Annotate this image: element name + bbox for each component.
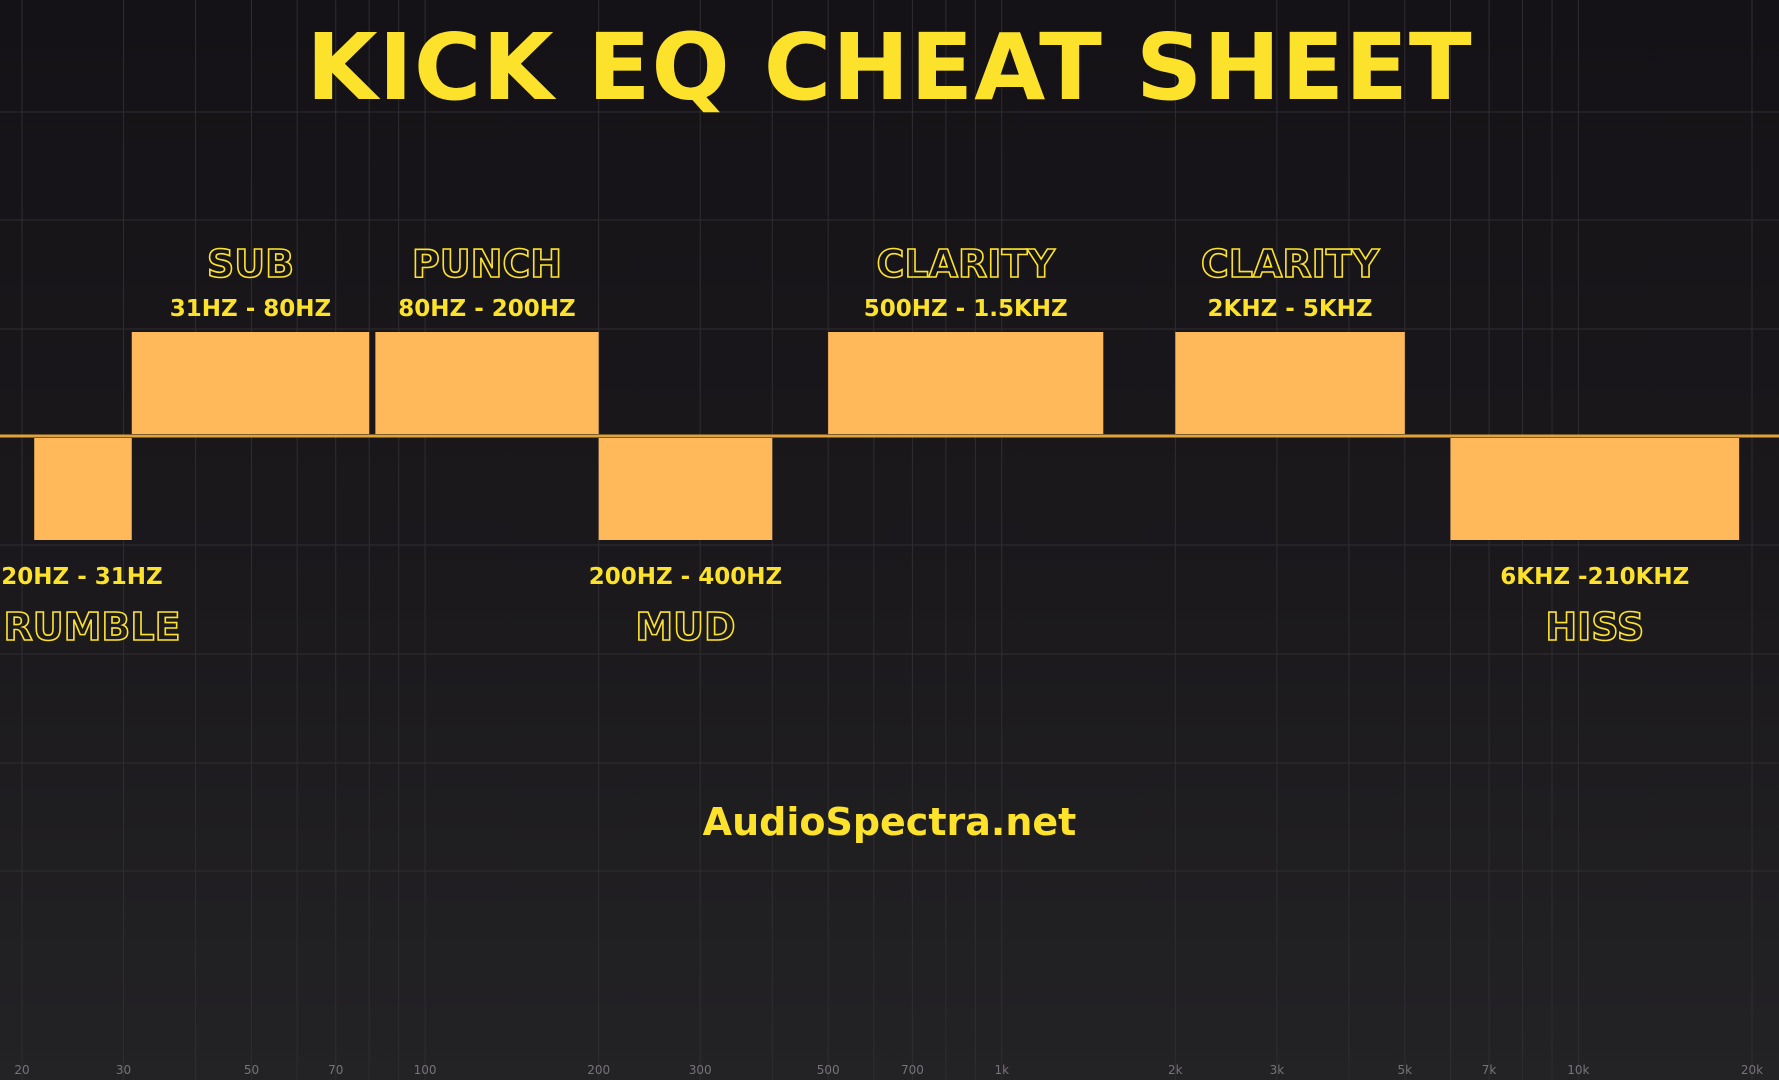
band-name-label: HISS: [1545, 605, 1644, 649]
x-tick-label: 3k: [1270, 1063, 1285, 1077]
band-labels: 20HZ - 31HZ RUMBLE 31HZ - 80HZ SUB 80HZ - 20…: [1, 241, 1689, 650]
band-range-label: 31HZ - 80HZ: [170, 296, 331, 322]
x-tick-label: 7k: [1482, 1063, 1497, 1077]
eq-band-mud-cut: [598, 438, 773, 540]
band-name-label: RUMBLE: [3, 605, 180, 649]
band-name-label: SUB: [207, 242, 294, 286]
x-tick-label: 200: [587, 1063, 610, 1077]
eq-band-sub-boost: [131, 332, 370, 434]
x-tick-label: 50: [244, 1063, 259, 1077]
band-range-label: 200HZ - 400HZ: [589, 564, 782, 590]
x-tick-label: 300: [689, 1063, 712, 1077]
x-tick-label: 100: [414, 1063, 437, 1077]
x-tick-labels: 20 30 50 70 100 200 300 500 700 1k 2k 3k 5k 7k 10k 20k: [14, 1063, 1763, 1077]
eq-bands: [34, 332, 1740, 540]
horizontal-grid: [0, 111, 1779, 872]
x-tick-label: 2k: [1168, 1063, 1183, 1077]
x-tick-label: 700: [901, 1063, 924, 1077]
x-tick-label: 10k: [1567, 1063, 1589, 1077]
eq-band-rumble-cut: [34, 438, 132, 540]
x-tick-label: 500: [817, 1063, 840, 1077]
eq-band-hiss-cut: [1450, 438, 1740, 540]
brand-text: AudioSpectra.net: [702, 800, 1077, 844]
band-range-label: 500HZ - 1.5KHZ: [864, 296, 1068, 322]
x-tick-label: 5k: [1398, 1063, 1413, 1077]
eq-band-clarity-boost: [828, 332, 1104, 434]
band-name-label: MUD: [635, 605, 735, 649]
eq-band-punch-boost: [375, 332, 599, 434]
band-name-label: CLARITY: [1201, 242, 1380, 286]
band-range-label: 6KHZ -210KHZ: [1500, 564, 1689, 590]
x-tick-label: 30: [116, 1063, 131, 1077]
band-name-label: PUNCH: [412, 242, 562, 286]
x-tick-label: 1k: [994, 1063, 1009, 1077]
page-title: KICK EQ CHEAT SHEET: [306, 14, 1473, 121]
x-tick-label: 20: [14, 1063, 29, 1077]
x-tick-label: 70: [328, 1063, 343, 1077]
band-name-label: CLARITY: [877, 242, 1056, 286]
band-range-label: 2KHZ - 5KHZ: [1208, 296, 1373, 322]
band-range-label: 20HZ - 31HZ: [1, 564, 162, 590]
x-tick-label: 20k: [1741, 1063, 1763, 1077]
band-range-label: 80HZ - 200HZ: [398, 296, 575, 322]
eq-band-clarity-boost: [1175, 332, 1405, 434]
